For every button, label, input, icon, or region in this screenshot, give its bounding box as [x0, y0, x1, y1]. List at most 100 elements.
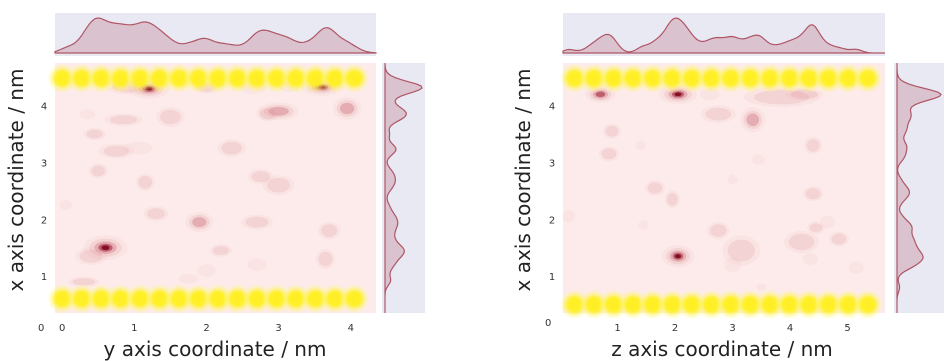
density-contour — [209, 244, 232, 257]
density-point — [598, 146, 620, 162]
density-contour — [644, 180, 666, 196]
joint-plot-right: 1 2 3 4 5 1 2 3 4 0 z axis coordinate / nm x ax… — [511, 13, 944, 361]
density-contour — [675, 254, 681, 259]
density-point — [75, 247, 107, 265]
density-point — [156, 107, 185, 127]
density-point — [123, 141, 153, 155]
density-contour — [674, 92, 682, 97]
y-ticks-left: 1 2 3 4 — [41, 102, 47, 284]
density-contour — [788, 233, 815, 251]
density-contour — [803, 186, 824, 202]
origin-label-right: 0 — [545, 318, 551, 329]
density-contour — [247, 169, 274, 185]
density-point — [83, 235, 128, 261]
density-contour — [743, 110, 762, 129]
density-point — [104, 113, 143, 127]
density-point — [316, 249, 335, 269]
density-contour — [805, 188, 821, 200]
density-contour — [804, 136, 822, 155]
right-marginal-path — [384, 62, 423, 313]
density-contour — [562, 210, 576, 223]
density-contour — [828, 231, 850, 247]
density-point — [217, 139, 246, 157]
density-point — [740, 107, 766, 133]
y-axis-label-left: x axis coordinate / nm — [4, 69, 28, 292]
density-contour — [262, 175, 295, 196]
density-contour — [756, 283, 767, 292]
density-contour — [664, 190, 680, 209]
density-point — [247, 169, 274, 185]
density-contour — [740, 107, 766, 133]
x-axis-label-left: y axis coordinate / nm — [104, 337, 327, 361]
density-contour — [605, 125, 619, 137]
density-contour — [245, 216, 269, 228]
density-contour — [251, 171, 270, 183]
right-marginal-path — [896, 63, 942, 313]
density-blobs-right — [562, 84, 864, 292]
density-contour — [746, 113, 760, 127]
density-point — [59, 200, 73, 210]
density-contour — [706, 221, 730, 240]
density-point — [83, 127, 106, 141]
density-contour — [268, 106, 289, 116]
density-contour — [259, 108, 276, 120]
y-tick-label: 2 — [41, 215, 47, 226]
density-contour — [75, 247, 107, 265]
density-point — [807, 221, 825, 235]
density-contour — [79, 109, 96, 120]
density-point — [743, 87, 820, 108]
x-tick-label: 4 — [787, 323, 793, 334]
x-tick-label: 1 — [131, 323, 137, 334]
right-marginal-panel-right — [894, 63, 944, 313]
y-tick-label: 1 — [41, 272, 47, 283]
wall-row — [559, 63, 883, 94]
density-point — [819, 215, 836, 229]
density-point — [209, 244, 232, 257]
density-contour — [318, 251, 333, 267]
density-point — [803, 186, 824, 202]
density-contour — [752, 154, 765, 165]
density-contour — [143, 206, 169, 222]
density-point — [828, 231, 850, 247]
density-contour — [267, 177, 291, 193]
density-point — [562, 210, 576, 223]
density-contour — [146, 208, 166, 220]
density-contour — [109, 115, 138, 125]
density-contour — [647, 182, 663, 194]
density-contour — [705, 107, 732, 121]
x-tick-label: 2 — [672, 323, 678, 334]
density-contour — [72, 278, 96, 286]
density-contour — [848, 261, 864, 274]
density-point — [756, 283, 767, 292]
density-point — [804, 136, 822, 155]
density-contour — [217, 139, 246, 157]
density-point — [256, 106, 279, 122]
density-point — [88, 163, 108, 179]
density-point — [644, 180, 666, 196]
density-point — [603, 123, 621, 139]
density-contour — [59, 200, 73, 210]
top-marginal-panel-right — [563, 13, 885, 56]
density-point — [638, 219, 649, 230]
density-point — [258, 102, 300, 121]
density-contour — [241, 214, 273, 230]
x-tick-label: 2 — [203, 323, 209, 334]
density-contour — [723, 257, 742, 273]
wall-bead — [852, 289, 883, 320]
density-contour — [603, 123, 621, 139]
right-marginal-curve-right — [896, 63, 942, 313]
y-tick-label: 4 — [549, 102, 555, 113]
density-contour — [595, 91, 606, 98]
density-point — [68, 276, 100, 287]
wall-bead — [339, 283, 370, 314]
density-contour — [321, 224, 338, 238]
density-contour — [263, 104, 294, 118]
density-contour — [809, 223, 823, 233]
density-contour — [318, 221, 341, 240]
density-contour — [178, 273, 198, 284]
density-point — [727, 174, 738, 185]
x-ticks-left: 0 1 2 3 4 — [59, 323, 354, 334]
density-contour — [138, 175, 153, 189]
density-contour — [783, 230, 820, 254]
